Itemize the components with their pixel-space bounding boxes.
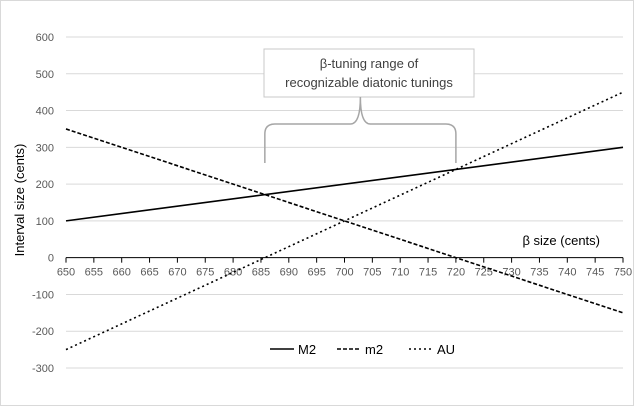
y-tick-label: -200 (32, 326, 54, 338)
x-tick-label: 715 (419, 267, 437, 279)
y-tick-label: 500 (36, 69, 54, 81)
x-tick-label: 655 (85, 267, 103, 279)
x-axis (65, 257, 624, 263)
x-tick-label: 690 (280, 267, 298, 279)
y-tick-label: 0 (48, 253, 54, 265)
y-tick-label: -300 (32, 363, 54, 375)
x-tick-label: 750 (614, 267, 632, 279)
x-tick-label: 695 (307, 267, 325, 279)
y-tick-label: 400 (36, 106, 54, 118)
series-lines (65, 91, 624, 351)
x-tick-label: 735 (530, 267, 548, 279)
y-axis-title: Interval size (cents) (12, 144, 27, 257)
legend-label-au: AU (437, 342, 455, 357)
series-line-m2 (65, 128, 624, 314)
y-tick-label: -100 (32, 289, 54, 301)
x-tick-label: 720 (447, 267, 465, 279)
x-tick-label: 675 (196, 267, 214, 279)
range-annotation: β-tuning range of recognizable diatonic … (263, 48, 475, 163)
y-tick-label: 300 (36, 142, 54, 154)
x-tick-label: 745 (586, 267, 604, 279)
annotation-box (263, 48, 475, 98)
series-line-au (65, 91, 624, 351)
x-tick-label: 685 (252, 267, 270, 279)
y-tick-labels: -300 -200 -100 0 100 200 300 400 500 600 (32, 32, 54, 375)
x-tick-label: 700 (335, 267, 353, 279)
x-tick-label: 710 (391, 267, 409, 279)
legend: M2 m2 AU (270, 342, 455, 357)
annotation-line-1: β-tuning range of (320, 56, 419, 71)
y-tick-label: 100 (36, 216, 54, 228)
x-tick-label: 680 (224, 267, 242, 279)
legend-label-m2: m2 (365, 342, 383, 357)
x-tick-label: 650 (57, 267, 75, 279)
x-tick-label: 740 (558, 267, 576, 279)
x-tick-label: 660 (113, 267, 131, 279)
x-tick-label: 730 (502, 267, 520, 279)
x-tick-labels: 650 655 660 665 670 675 680 685 690 695 700 705 710 7… (57, 267, 632, 279)
series-line-m2 (65, 146, 624, 222)
x-tick-label: 705 (363, 267, 381, 279)
annotation-line-2: recognizable diatonic tunings (285, 75, 453, 90)
x-tick-label: 670 (168, 267, 186, 279)
y-tick-label: 200 (36, 179, 54, 191)
x-tick-label: 725 (475, 267, 493, 279)
gridlines (66, 36, 623, 369)
x-axis-title: β size (cents) (522, 233, 600, 248)
range-brace (264, 96, 457, 163)
y-tick-label: 600 (36, 32, 54, 44)
legend-label-m2: M2 (298, 342, 316, 357)
x-tick-label: 665 (140, 267, 158, 279)
